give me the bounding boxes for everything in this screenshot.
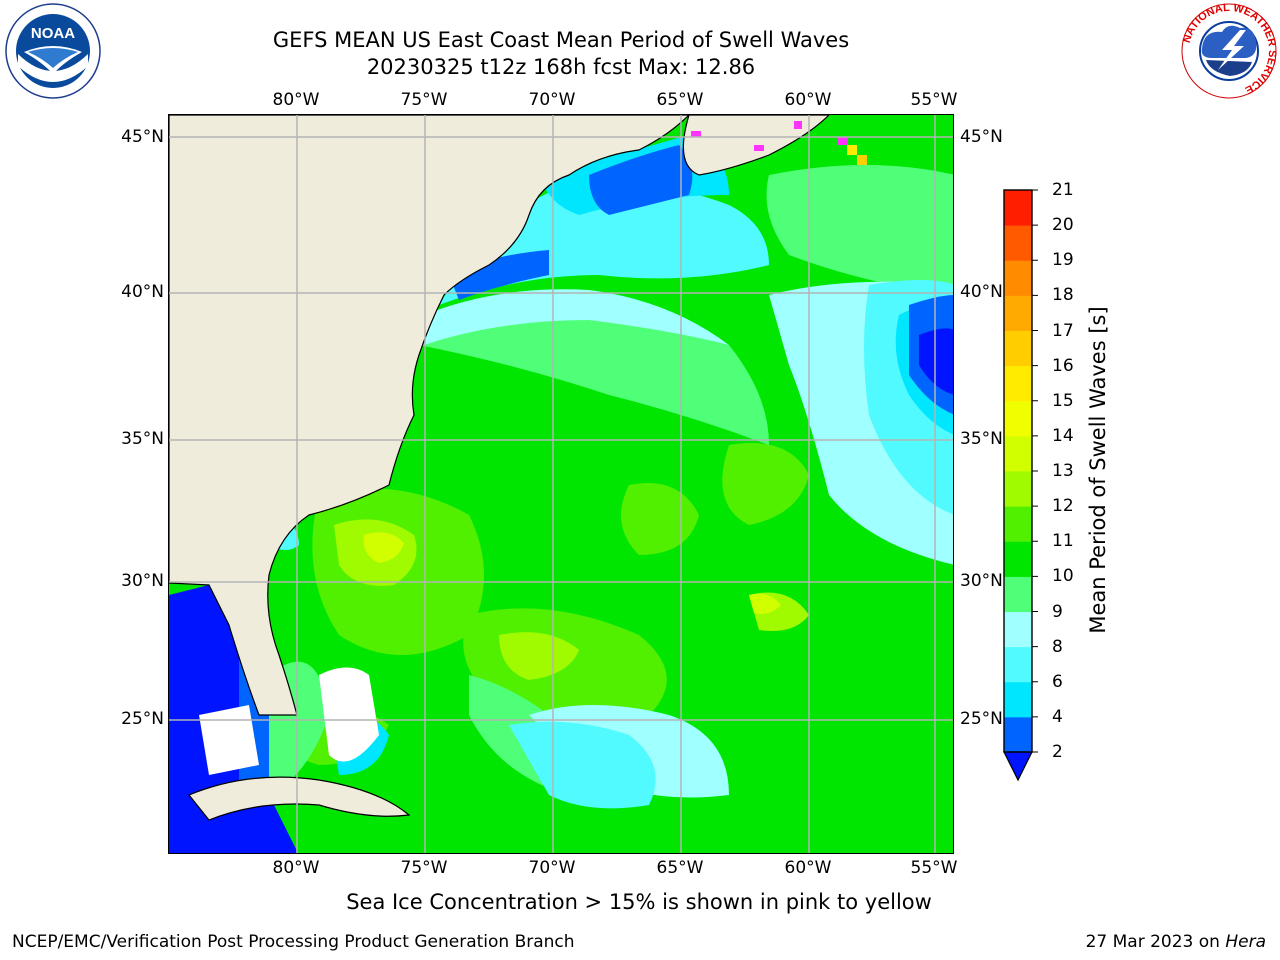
lon-label-top: 75°W <box>400 90 448 110</box>
north-america-land <box>169 115 690 716</box>
colorbar-tick-label: 15 <box>1052 390 1074 411</box>
lat-label-left: 40°N <box>121 282 164 302</box>
chart-subtitle: 20230325 t12z 168h fcst Max: 12.86 <box>366 55 756 79</box>
colorbar-tick-label: 16 <box>1052 355 1074 376</box>
footer-left: NCEP/EMC/Verification Post Processing Pr… <box>12 932 575 952</box>
colorbar-segment <box>1004 365 1032 402</box>
lon-label-top: 80°W <box>272 90 320 110</box>
colorbar-segment <box>1004 576 1032 612</box>
lat-label-right: 30°N <box>960 571 1003 591</box>
lat-label-left: 35°N <box>121 429 164 449</box>
sea-ice-markers <box>691 121 867 165</box>
nws-logo: NATIONAL WEATHER SERVICE <box>1181 2 1278 99</box>
lon-label-bottom: 65°W <box>656 858 704 878</box>
colorbar-segment <box>1004 681 1032 718</box>
lat-label-left: 30°N <box>121 571 164 591</box>
colorbar-tick-label: 12 <box>1052 496 1074 517</box>
colorbar-segment <box>1004 646 1032 683</box>
lon-label-top: 65°W <box>656 90 704 110</box>
colorbar-segment <box>1004 506 1032 542</box>
lat-label-left: 45°N <box>121 127 164 147</box>
colorbar-segment <box>1004 471 1032 507</box>
chart-title: GEFS MEAN US East Coast Mean Period of S… <box>272 28 850 52</box>
colorbar-tick-label: 17 <box>1052 320 1074 341</box>
footer-date: 27 Mar 2023 on <box>1085 932 1226 952</box>
colorbar-segment <box>1004 435 1032 472</box>
colorbar-segment <box>1004 541 1032 577</box>
noaa-logo-text: NOAA <box>31 25 75 42</box>
lat-label-right: 40°N <box>960 282 1003 302</box>
colorbar-tick-label: 11 <box>1052 531 1074 552</box>
colorbar-tick-label: 6 <box>1052 671 1063 692</box>
swell-zone-12-13 <box>334 519 809 680</box>
lon-label-bottom: 55°W <box>910 858 958 878</box>
colorbar-tick-label: 2 <box>1052 742 1063 762</box>
graticule <box>169 115 953 853</box>
colorbar-tick-label: 9 <box>1052 601 1063 622</box>
noaa-logo: NOAA <box>5 3 101 99</box>
footer-right: 27 Mar 2023 on Hera <box>1086 932 1266 952</box>
lon-label-bottom: 80°W <box>272 858 320 878</box>
lon-label-top: 70°W <box>528 90 576 110</box>
colorbar-tick-label: 8 <box>1052 636 1063 657</box>
lon-label-top: 55°W <box>910 90 958 110</box>
colorbar-segment <box>1004 716 1032 753</box>
colorbar-segment <box>1004 611 1032 648</box>
no-data-region <box>199 667 379 775</box>
colorbar-underflow-triangle <box>1003 751 1033 782</box>
lon-label-bottom: 60°W <box>784 858 832 878</box>
colorbar-tick-label: 14 <box>1052 425 1074 446</box>
lat-label-right: 45°N <box>960 127 1003 147</box>
colorbar-tick-label: 13 <box>1052 461 1074 481</box>
colorbar-segment <box>1004 190 1032 226</box>
lat-label-right: 25°N <box>960 709 1003 729</box>
cuba-land <box>188 776 411 821</box>
colorbar-tick-label: 21 <box>1052 180 1074 200</box>
colorbar-tick-label: 10 <box>1052 566 1074 587</box>
lat-label-left: 25°N <box>121 709 164 729</box>
colorbar-tick-label: 19 <box>1052 250 1074 271</box>
colorbar-segment <box>1004 260 1032 296</box>
colorbar-tick-label: 18 <box>1052 285 1074 306</box>
lat-label-right: 35°N <box>960 429 1003 449</box>
swell-zone-13-14 <box>363 532 781 614</box>
colorbar-tick-label: 20 <box>1052 215 1074 236</box>
lon-label-bottom: 75°W <box>400 858 448 878</box>
colorbar <box>1003 189 1038 782</box>
colorbar-segment <box>1004 225 1032 261</box>
lon-label-top: 60°W <box>784 90 832 110</box>
colorbar-label: Mean Period of Swell Waves [s] <box>1086 306 1110 634</box>
colorbar-segment <box>1004 295 1032 331</box>
colorbar-segment <box>1004 330 1032 367</box>
footer-host: Hera <box>1225 932 1266 952</box>
lon-label-bottom: 70°W <box>528 858 576 878</box>
colorbar-tick-label: 4 <box>1052 706 1063 727</box>
map-panel <box>168 114 954 854</box>
colorbar-segment <box>1004 400 1032 437</box>
sea-ice-caption: Sea Ice Concentration > 15% is shown in … <box>346 890 932 914</box>
swell-period-map <box>169 115 953 853</box>
